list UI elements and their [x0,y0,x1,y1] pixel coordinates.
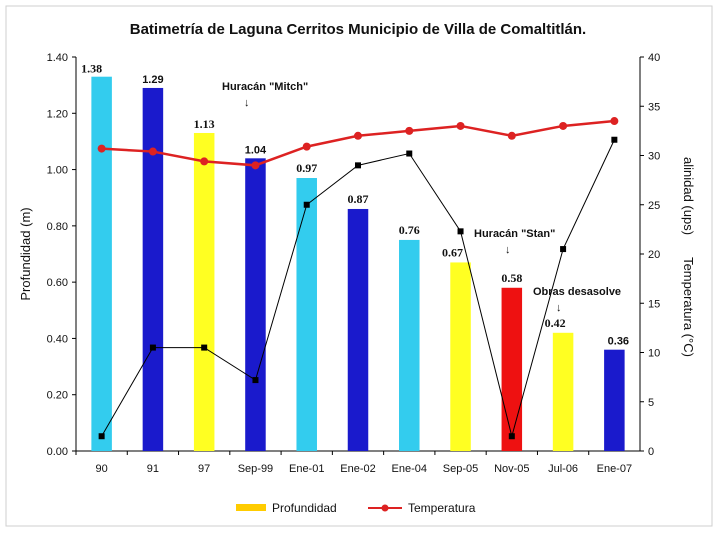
black-line-point-Sep-05 [457,228,464,235]
bar-Ene-01 [296,178,317,451]
bar-Ene-04 [399,239,420,451]
legend-label-temperatura: Temperatura [408,501,476,515]
y2-axis-title-salinidad: alinidad (ups) [681,157,696,235]
left-axis-ticks: 0.00 0.20 0.40 0.60 0.80 1.00 1.20 1.40 [47,52,76,458]
bar-Nov-05 [501,287,523,451]
black-line-point-Nov-05 [508,433,515,440]
bar-Sep-05 [450,262,471,451]
line-series-black [98,136,618,440]
temperatura-point-91 [148,147,157,156]
right-tick-label-8: 40 [648,52,660,64]
bar-label-97: 1.13 [194,117,215,131]
bar-label-90: 1.38 [81,62,102,76]
left-tick-label-3: 0.60 [47,277,68,289]
x-tick-label-0: 90 [96,463,108,475]
annotation-obras-arrow: ↓ [556,302,562,314]
black-line-point-Sep-99 [252,377,259,384]
x-tick-label-8: Nov-05 [494,463,529,475]
right-tick-label-7: 35 [648,101,660,113]
black-line-point-Ene-02 [355,162,361,169]
left-tick-label-7: 1.40 [47,52,68,64]
left-tick-label-0: 0.00 [47,446,68,458]
bar-label-Sep-99: 1.04 [245,144,267,156]
bar-label-Nov-05: 0.58 [501,271,522,285]
legend-swatch-temperatura-marker [381,504,389,512]
bar-label-Ene-02: 0.87 [348,192,369,206]
annotation-obras: Obras desasolve [533,286,621,298]
bar-Ene-07 [604,349,625,451]
temperatura-point-Ene-01 [302,142,311,151]
right-tick-label-1: 5 [648,397,654,409]
bar-label-Ene-01: 0.97 [296,161,317,175]
temperatura-point-97 [200,157,209,166]
black-line-point-Jul-06 [560,246,567,253]
bar-data-labels: 1.38 1.29 1.13 1.04 0.97 0.87 0.76 0.67 0.58 0.42… [81,62,629,348]
left-tick-label-4: 0.80 [47,221,68,233]
x-tick-label-2: 97 [198,463,210,475]
temperatura-point-Ene-02 [354,131,362,140]
x-tick-label-6: Ene-04 [392,463,427,475]
y2-axis-title-temperatura: Temperatura (°C) [681,257,696,357]
right-axis-ticks: 0 5 10 15 20 25 30 35 40 [640,52,660,458]
left-tick-label-6: 1.20 [47,108,68,120]
temperatura-point-Ene-04 [405,126,414,135]
x-tick-label-5: Ene-02 [340,463,375,475]
line-series-temperatura [97,117,619,170]
x-axis-ticks: 90 91 97 Sep-99 Ene-01 Ene-02 Ene-04 Sep-05 Nov-… [75,451,632,475]
annotation-stan: Huracán "Stan" [474,228,555,240]
legend: Profundidad Temperatura [236,501,476,515]
x-tick-label-10: Ene-07 [597,463,632,475]
bar-label-Jul-06: 0.42 [545,316,566,330]
x-tick-label-3: Sep-99 [238,463,273,475]
bar-label-Ene-07: 0.36 [608,336,629,348]
bar-91 [142,87,164,451]
temperatura-point-Sep-05 [456,121,465,130]
chart-title: Batimetría de Laguna Cerritos Municipio … [130,21,586,38]
bar-Jul-06 [552,332,574,451]
right-tick-label-4: 20 [648,249,660,261]
bar-series-profundidad [91,76,625,452]
x-tick-label-1: 91 [147,463,159,475]
black-line-point-Ene-07 [611,136,618,143]
bar-Ene-02 [347,208,369,451]
bar-Sep-99 [245,158,266,452]
left-tick-label-5: 1.00 [47,165,68,177]
bar-90 [91,76,112,451]
right-tick-label-3: 15 [648,298,660,310]
right-tick-label-0: 0 [648,446,654,458]
annotation-stan-arrow: ↓ [505,244,511,256]
x-tick-label-9: Jul-06 [548,463,578,475]
left-tick-label-1: 0.20 [47,390,68,402]
bar-label-Sep-05: 0.67 [442,245,463,259]
annotation-mitch: Huracán "Mitch" [222,81,308,93]
bar-97 [193,132,215,451]
temperatura-point-90 [97,144,106,153]
temperatura-point-Nov-05 [507,131,516,140]
temperatura-point-Sep-99 [251,161,260,170]
black-line-point-91 [149,344,156,351]
x-tick-label-7: Sep-05 [443,463,478,475]
right-tick-label-5: 25 [648,200,660,212]
temperatura-point-Jul-06 [559,121,568,130]
left-tick-label-2: 0.40 [47,333,68,345]
chart-border [5,5,713,527]
bar-label-91: 1.29 [142,74,163,86]
annotation-mitch-arrow: ↓ [244,97,250,109]
temperatura-point-Ene-07 [610,117,619,126]
bar-label-Ene-04: 0.76 [399,223,420,237]
right-tick-label-2: 10 [648,348,660,360]
black-line-point-97 [201,344,208,351]
y-axis-title: Profundidad (m) [18,207,33,300]
right-tick-label-6: 30 [648,151,660,163]
legend-swatch-profundidad [236,504,266,511]
legend-label-profundidad: Profundidad [272,501,337,515]
black-line-point-Ene-04 [406,150,413,157]
x-tick-label-4: Ene-01 [289,463,324,475]
black-line-point-Ene-01 [303,201,310,208]
black-line-point-90 [98,433,105,440]
